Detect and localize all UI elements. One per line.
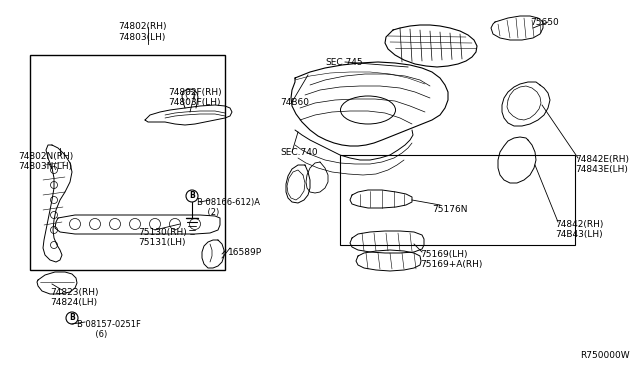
Text: 74803(LH): 74803(LH)	[118, 33, 165, 42]
Text: 74B60: 74B60	[280, 98, 309, 107]
Text: 74843E(LH): 74843E(LH)	[575, 165, 628, 174]
Text: 74823(RH): 74823(RH)	[50, 288, 99, 297]
Text: (6): (6)	[77, 330, 108, 339]
Text: SEC.740: SEC.740	[280, 148, 317, 157]
Text: B 08166-612)A: B 08166-612)A	[197, 198, 260, 207]
Bar	[30, 55, 225, 270]
Text: SEC.745: SEC.745	[325, 58, 363, 67]
Bar	[340, 155, 575, 245]
Text: 75169+A(RH): 75169+A(RH)	[420, 260, 483, 269]
Text: B: B	[189, 192, 195, 201]
Text: 74803F(LH): 74803F(LH)	[168, 98, 221, 107]
Text: 74842(RH): 74842(RH)	[555, 220, 604, 229]
Text: 75169(LH): 75169(LH)	[420, 250, 467, 259]
Text: (2): (2)	[197, 208, 220, 217]
Text: 75650: 75650	[530, 18, 559, 27]
Text: 74803N(LH): 74803N(LH)	[18, 162, 72, 171]
Text: 74802N(RH): 74802N(RH)	[18, 152, 73, 161]
Text: 74802F(RH): 74802F(RH)	[168, 88, 221, 97]
Text: 75130(RH): 75130(RH)	[138, 228, 187, 237]
Text: 75131(LH): 75131(LH)	[138, 238, 186, 247]
Text: 16589P: 16589P	[228, 248, 262, 257]
Text: 74824(LH): 74824(LH)	[50, 298, 97, 307]
Text: R750000W: R750000W	[580, 351, 630, 360]
Text: B: B	[69, 314, 75, 323]
Text: 74B43(LH): 74B43(LH)	[555, 230, 603, 239]
Text: 74802(RH): 74802(RH)	[118, 22, 166, 31]
Text: 75176N: 75176N	[432, 205, 467, 214]
Text: B 08157-0251F: B 08157-0251F	[77, 320, 141, 329]
Text: 74842E(RH): 74842E(RH)	[575, 155, 629, 164]
